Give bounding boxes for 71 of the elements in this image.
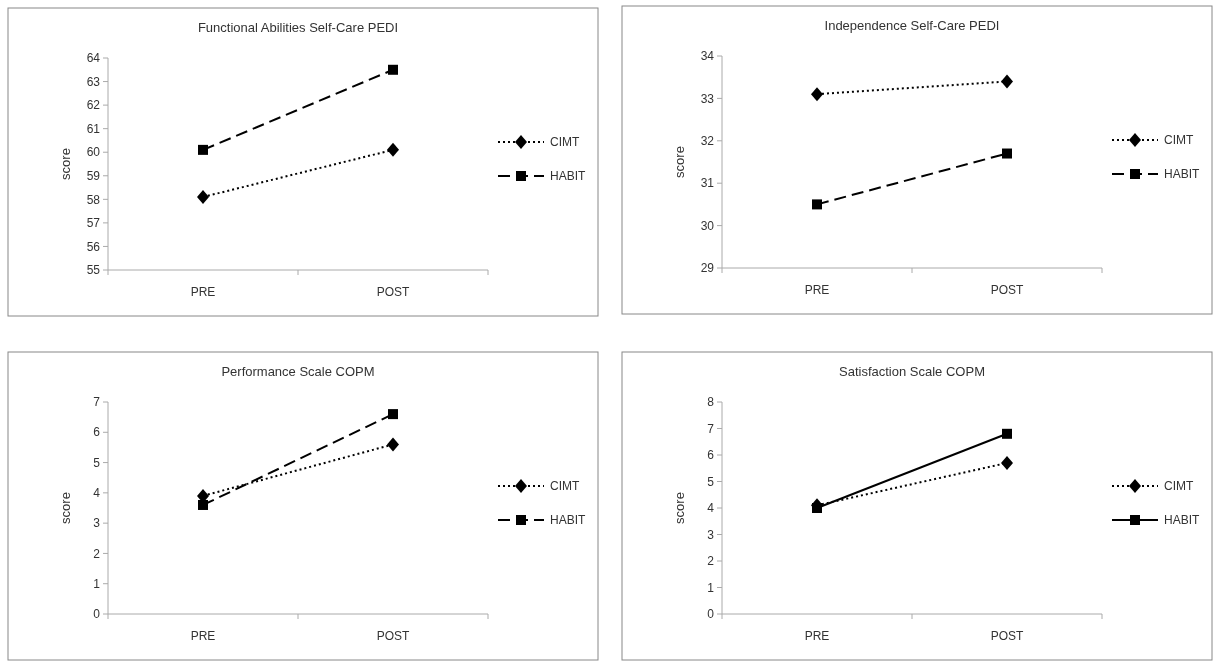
point: [388, 64, 398, 75]
y-tick-label: 1: [93, 576, 101, 591]
y-tick-label: 0: [707, 607, 715, 622]
y-tick-label: 34: [700, 49, 715, 64]
y-tick-label: 5: [707, 474, 715, 489]
chart-title: Performance Scale COPM: [221, 364, 375, 379]
x-tick-label: POST: [990, 629, 1025, 643]
y-tick-label: 57: [86, 216, 101, 231]
point: [811, 87, 823, 102]
x-tick-label: PRE: [804, 629, 830, 643]
y-axis-title: score: [58, 492, 73, 524]
y-axis-title: score: [672, 492, 687, 524]
y-tick-label: 2: [93, 546, 101, 561]
y-tick-label: 59: [86, 168, 101, 183]
y-tick-label: 0: [93, 607, 101, 622]
point: [387, 142, 399, 157]
legend-label: CIMT: [550, 135, 580, 150]
y-tick-label: 30: [700, 218, 715, 233]
point: [197, 189, 209, 204]
y-tick-label: 63: [86, 74, 101, 89]
y-tick-label: 60: [86, 145, 101, 160]
point: [1002, 428, 1012, 439]
legend-label: CIMT: [1164, 133, 1194, 148]
x-tick-label: POST: [990, 283, 1025, 297]
y-tick-label: 6: [93, 425, 101, 440]
y-tick-label: 58: [86, 192, 101, 207]
y-tick-label: 8: [707, 395, 715, 410]
point: [198, 499, 208, 510]
point: [388, 409, 398, 420]
legend-label: HABIT: [550, 169, 587, 184]
point: [812, 199, 822, 210]
x-tick-label: POST: [376, 629, 411, 643]
y-tick-label: 6: [707, 448, 715, 463]
chart-title: Satisfaction Scale COPM: [839, 364, 985, 379]
point: [387, 437, 399, 452]
y-tick-label: 29: [700, 261, 715, 276]
point: [812, 503, 822, 513]
y-tick-label: 31: [700, 176, 715, 191]
y-axis-title: score: [672, 146, 687, 178]
y-tick-label: 64: [86, 51, 101, 66]
x-tick-label: PRE: [190, 285, 216, 299]
chart-title: Functional Abilities Self-Care PEDI: [197, 20, 399, 35]
y-tick-label: 32: [700, 134, 715, 148]
y-tick-label: 56: [86, 239, 101, 254]
legend-label: HABIT: [1164, 167, 1201, 182]
y-tick-label: 55: [86, 263, 101, 278]
point: [198, 144, 208, 155]
point: [1001, 74, 1013, 89]
y-tick-label: 3: [707, 527, 715, 542]
point: [1002, 148, 1012, 159]
y-tick-label: 4: [93, 486, 101, 501]
legend-label: HABIT: [550, 513, 587, 528]
y-tick-label: 33: [700, 91, 715, 106]
y-tick-label: 3: [93, 516, 101, 531]
point: [1001, 455, 1013, 470]
legend-label: HABIT: [1164, 513, 1201, 528]
y-axis-title: score: [58, 148, 73, 180]
legend-label: CIMT: [1164, 479, 1194, 494]
y-tick-label: 7: [93, 395, 101, 410]
y-tick-label: 2: [707, 554, 715, 569]
y-tick-label: 4: [707, 501, 715, 516]
x-tick-label: POST: [376, 285, 411, 299]
y-tick-label: 61: [86, 121, 101, 136]
y-tick-label: 62: [86, 98, 101, 113]
chart-title: Independence Self-Care PEDI: [824, 18, 1000, 33]
legend-label: CIMT: [550, 479, 580, 494]
y-tick-label: 5: [93, 455, 101, 470]
x-tick-label: PRE: [190, 629, 216, 643]
y-tick-label: 1: [707, 580, 715, 595]
x-tick-label: PRE: [804, 283, 830, 297]
y-tick-label: 7: [707, 421, 715, 436]
